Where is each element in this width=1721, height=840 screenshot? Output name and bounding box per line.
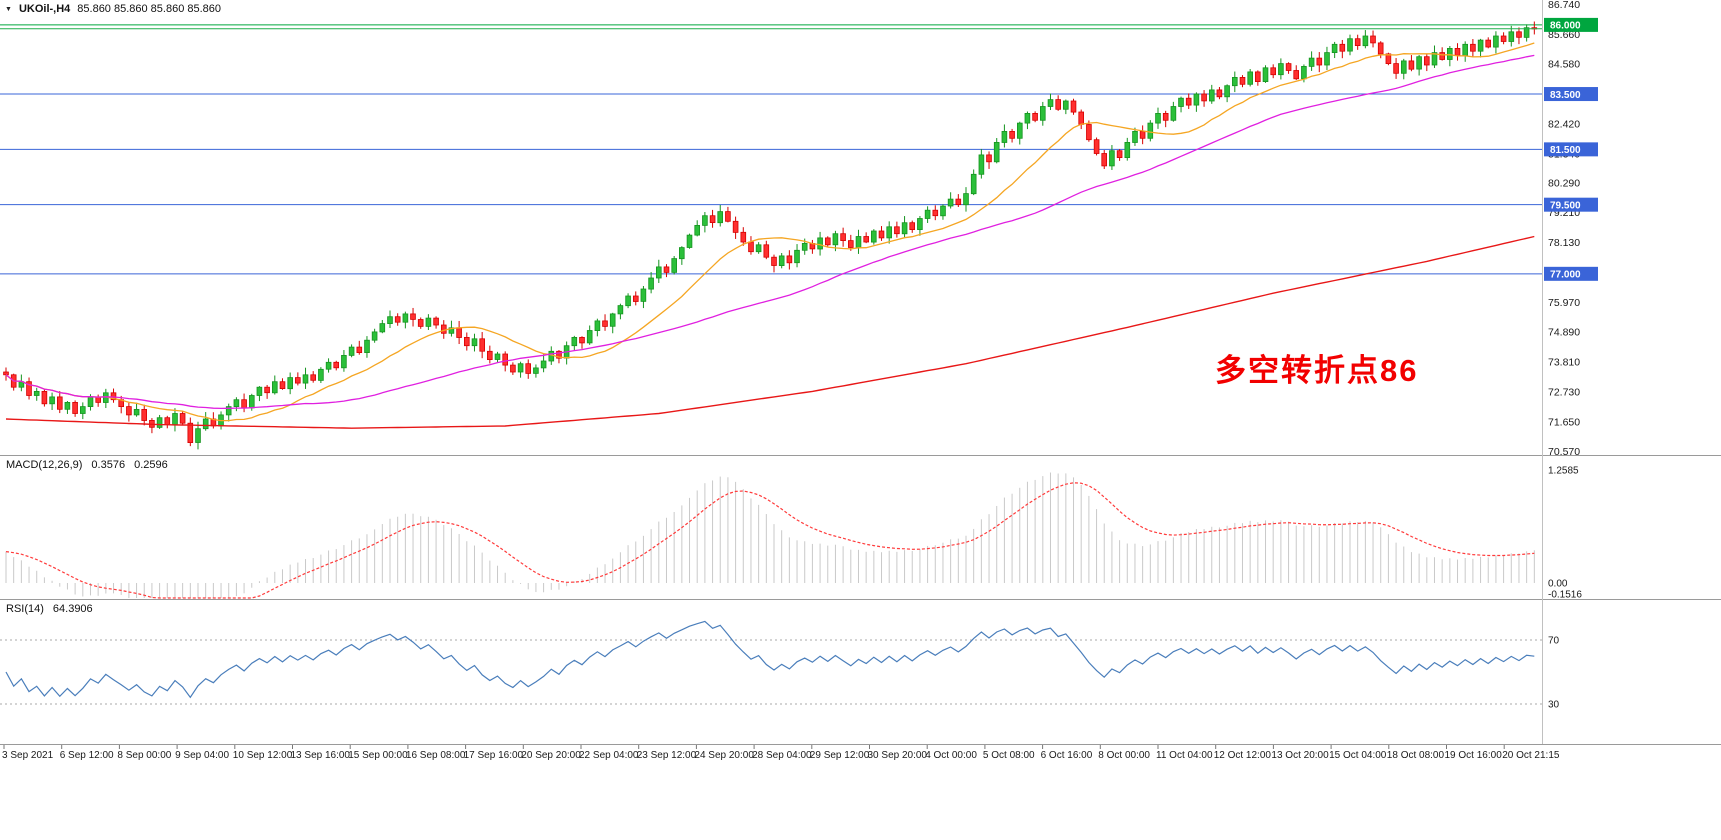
ohlc-values: 85.860 85.860 85.860 85.860 [77,3,222,15]
symbol-marker-icon: ▼ [5,5,12,13]
svg-text:1.2585: 1.2585 [1548,465,1579,476]
svg-text:6 Oct 16:00: 6 Oct 16:00 [1041,750,1093,761]
svg-text:77.000: 77.000 [1550,270,1581,281]
svg-text:30 Sep 20:00: 30 Sep 20:00 [868,750,928,761]
svg-text:80.290: 80.290 [1548,177,1580,189]
svg-text:11 Oct 04:00: 11 Oct 04:00 [1156,750,1213,761]
time-axis[interactable]: 3 Sep 2021 6 Sep 12:00 8 Sep 00:00 9 Sep 04… [2,745,1560,761]
price-line-label-box [1544,197,1598,212]
svg-text:15 Sep 00:00: 15 Sep 00:00 [348,750,408,761]
svg-text:86.000: 86.000 [1550,21,1581,32]
annotation-text[interactable]: 多空转折点86 [1215,353,1419,388]
price-line-label-box [1544,87,1598,102]
svg-text:83.500: 83.500 [1550,90,1581,101]
rsi-indicator-label: RSI(14) 64.3906 [6,603,93,615]
chart-header: ▼ UKOil-,H4 85.860 85.860 85.860 85.860 [5,3,221,15]
rsi-name: RSI(14) [6,603,44,615]
svg-text:28 Sep 04:00: 28 Sep 04:00 [752,750,812,761]
svg-text:29 Sep 12:00: 29 Sep 12:00 [810,750,870,761]
svg-text:86.740: 86.740 [1548,0,1580,11]
svg-text:70: 70 [1548,636,1560,647]
svg-text:23 Sep 12:00: 23 Sep 12:00 [637,750,697,761]
svg-text:10 Sep 12:00: 10 Sep 12:00 [233,750,293,761]
horizontal-lines-layer[interactable] [0,24,1542,275]
svg-text:17 Sep 16:00: 17 Sep 16:00 [464,750,524,761]
svg-text:9 Sep 04:00: 9 Sep 04:00 [175,750,229,761]
svg-text:0.00: 0.00 [1548,579,1568,590]
svg-text:-0.1516: -0.1516 [1548,590,1582,601]
svg-text:15 Oct 04:00: 15 Oct 04:00 [1329,750,1387,761]
svg-text:13 Sep 16:00: 13 Sep 16:00 [291,750,351,761]
panel-separators [0,0,1721,745]
svg-text:16 Sep 08:00: 16 Sep 08:00 [406,750,466,761]
svg-text:20 Sep 20:00: 20 Sep 20:00 [521,750,581,761]
macd-signal-value: 0.2596 [134,459,168,471]
svg-text:79.500: 79.500 [1550,200,1581,211]
macd-name: MACD(12,26,9) [6,459,83,471]
svg-text:75.970: 75.970 [1548,297,1580,309]
macd-indicator-label: MACD(12,26,9) 0.3576 0.2596 [6,459,168,471]
svg-text:72.730: 72.730 [1548,386,1580,398]
svg-text:82.420: 82.420 [1548,118,1580,130]
candles-layer[interactable] [3,21,1538,450]
svg-text:5 Oct 08:00: 5 Oct 08:00 [983,750,1035,761]
svg-text:13 Oct 20:00: 13 Oct 20:00 [1271,750,1329,761]
svg-text:8 Oct 00:00: 8 Oct 00:00 [1098,750,1150,761]
svg-text:22 Sep 04:00: 22 Sep 04:00 [579,750,639,761]
svg-text:84.580: 84.580 [1548,59,1580,71]
svg-text:4 Oct 00:00: 4 Oct 00:00 [925,750,977,761]
moving-averages-layer [5,42,1535,429]
svg-text:12 Oct 12:00: 12 Oct 12:00 [1214,750,1272,761]
svg-text:8 Sep 00:00: 8 Sep 00:00 [117,750,171,761]
svg-text:18 Oct 08:00: 18 Oct 08:00 [1387,750,1445,761]
price-line-label-box [1544,266,1598,281]
svg-text:19 Oct 16:00: 19 Oct 16:00 [1445,750,1503,761]
price-line-label-box [1544,17,1598,32]
svg-text:3 Sep 2021: 3 Sep 2021 [2,750,54,761]
svg-text:30: 30 [1548,700,1560,711]
svg-text:70.570: 70.570 [1548,446,1580,458]
price-line-label-box [1544,142,1598,157]
svg-text:81.500: 81.500 [1550,145,1581,156]
svg-text:78.130: 78.130 [1548,237,1580,249]
macd-main-value: 0.3576 [91,459,126,471]
svg-text:71.650: 71.650 [1548,416,1580,428]
svg-text:20 Oct 21:15: 20 Oct 21:15 [1502,750,1560,761]
svg-text:73.810: 73.810 [1548,357,1580,369]
macd-panel: 1.2585 0.00-0.1516 [5,465,1582,601]
price-axis[interactable]: 86.74085.66084.58083.50082.42081.34080.2… [1544,0,1598,458]
rsi-value: 64.3906 [52,603,93,615]
svg-text:74.890: 74.890 [1548,327,1580,339]
svg-text:6 Sep 12:00: 6 Sep 12:00 [60,750,114,761]
rsi-panel: 70 30 [0,620,1560,711]
svg-text:24 Sep 20:00: 24 Sep 20:00 [694,750,754,761]
symbol-period-label: UKOil-,H4 [18,3,71,15]
